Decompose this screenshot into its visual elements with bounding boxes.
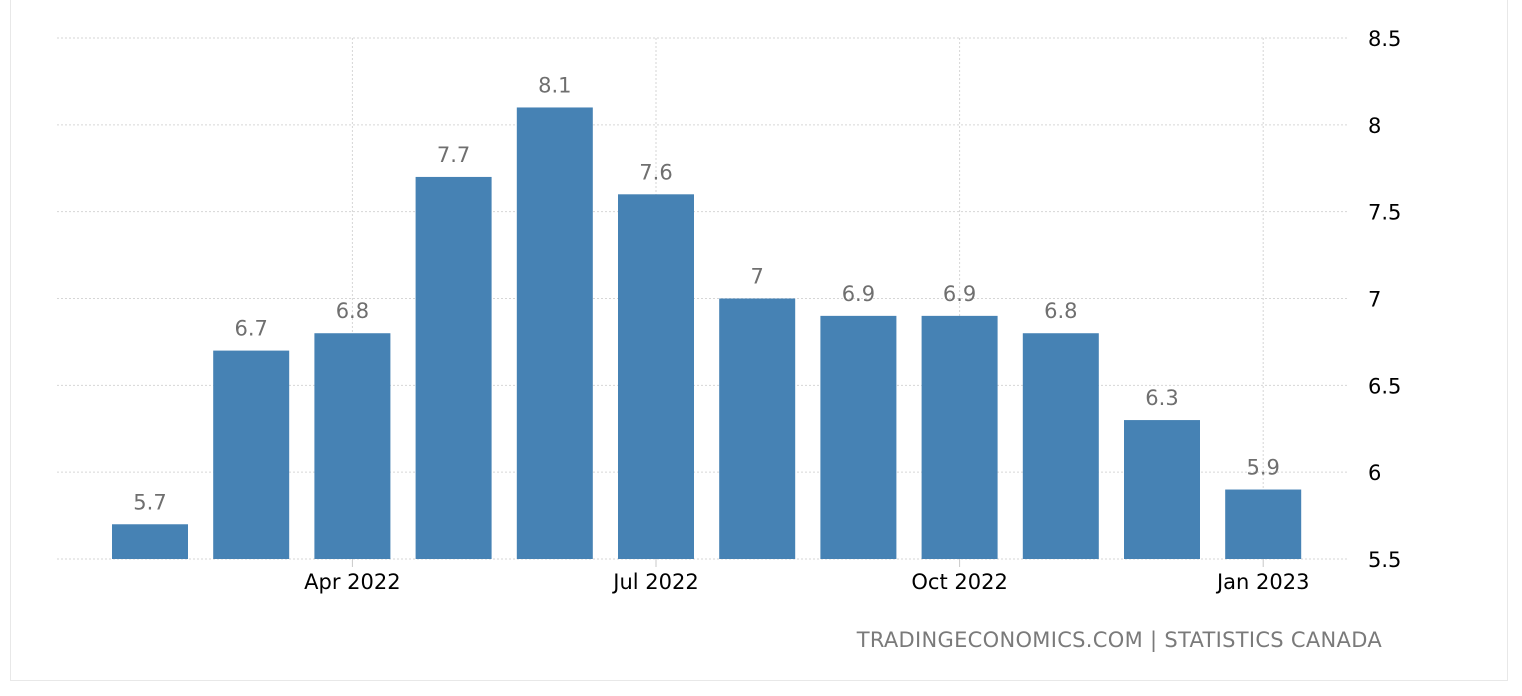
bar-value-label: 5.7 (133, 490, 166, 514)
bar (1225, 489, 1302, 559)
bar (618, 194, 694, 560)
bar (1022, 333, 1099, 559)
y-axis: 5.5 6 6.5 7 7.5 8 8.5 (1368, 27, 1401, 572)
x-tick-label: Jul 2022 (611, 570, 698, 594)
bar-value-label: 5.9 (1246, 456, 1279, 480)
bar (415, 176, 492, 559)
bar (314, 333, 391, 559)
bar-value-label: 6.9 (842, 282, 875, 306)
x-tick-label: Apr 2022 (304, 570, 400, 594)
x-tick-label: Jan 2023 (1215, 570, 1310, 594)
bar (921, 315, 998, 559)
bar-value-label: 7.6 (639, 160, 672, 184)
bar (1124, 420, 1200, 559)
bars (112, 107, 1302, 560)
y-tick-label: 8 (1368, 114, 1381, 138)
y-tick-label: 6.5 (1368, 374, 1401, 398)
bar (516, 107, 593, 559)
bar-value-label: 6.3 (1145, 386, 1178, 410)
y-tick-label: 7.5 (1368, 201, 1401, 225)
bar-value-label: 7.7 (437, 143, 470, 167)
bar-value-label: 6.9 (943, 282, 976, 306)
source-credit: TRADINGECONOMICS.COM | STATISTICS CANADA (856, 628, 1382, 652)
bar-value-label: 6.7 (234, 317, 267, 341)
y-tick-label: 5.5 (1368, 548, 1401, 572)
value-labels: 5.7 6.7 6.8 7.7 8.1 7.6 7 6.9 6.9 6.8 6.3 5.9 (133, 73, 1280, 514)
x-axis: Apr 2022 Jul 2022 Oct 2022 Jan 2023 (304, 559, 1309, 594)
bar (213, 350, 290, 559)
chart-frame (10, 0, 1508, 681)
y-tick-label: 6 (1368, 461, 1381, 485)
x-tick-label: Oct 2022 (911, 570, 1007, 594)
y-tick-label: 8.5 (1368, 27, 1401, 51)
bar-value-label: 8.1 (538, 73, 571, 97)
bar (719, 298, 796, 559)
bar-value-label: 7 (751, 265, 764, 289)
bar-value-label: 6.8 (336, 299, 369, 323)
bar (112, 524, 188, 559)
y-tick-label: 7 (1368, 288, 1381, 312)
bar (820, 315, 897, 559)
bar-value-label: 6.8 (1044, 299, 1077, 323)
